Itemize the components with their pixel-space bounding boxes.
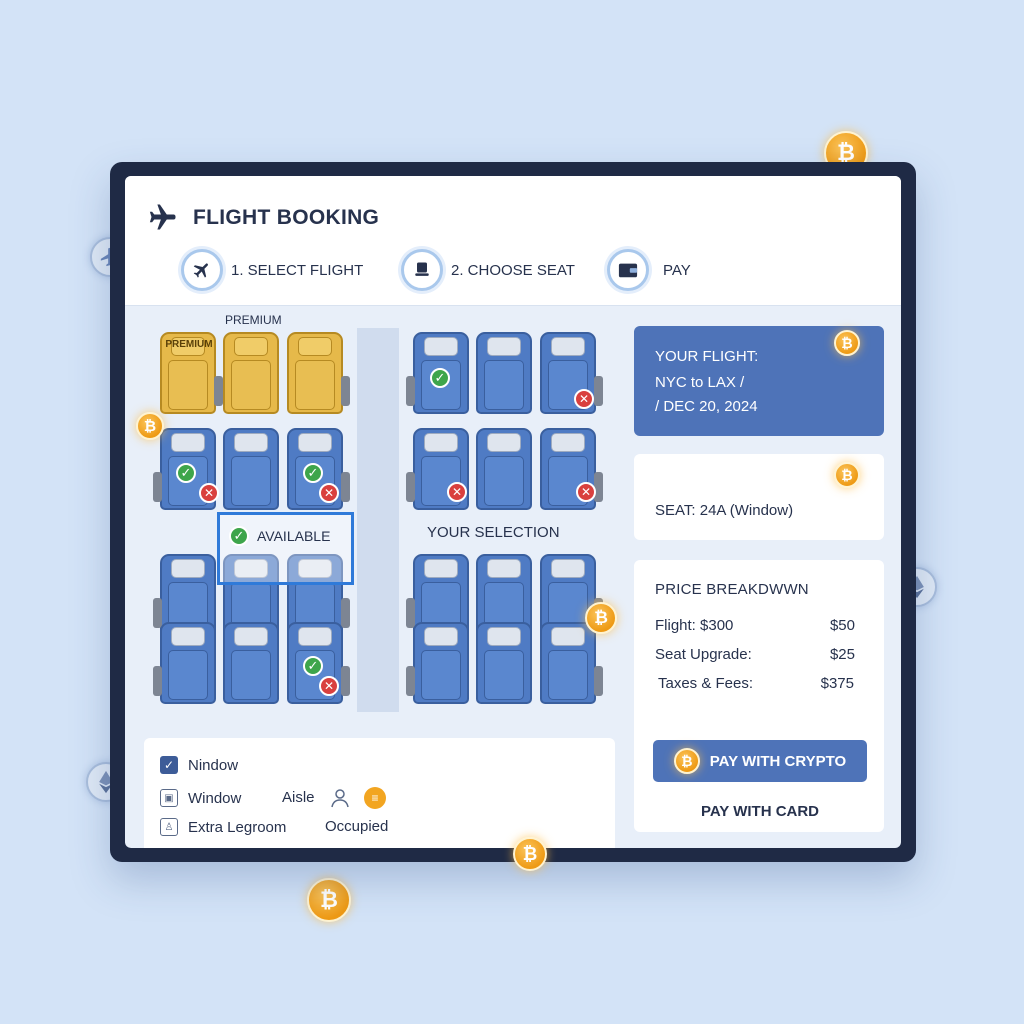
available-check-icon: ✓ (430, 368, 450, 388)
seat-selection-text: SEAT: 24A (Window) (655, 502, 794, 519)
price-heading: PRICE BREAKDWWN (655, 581, 809, 598)
legend-aisle: Aisle (282, 789, 315, 806)
price-row: Taxes & Fees: $375 (658, 675, 854, 692)
seat-premium[interactable] (287, 332, 350, 414)
flight-date: / DEC 20, 2024 (655, 398, 758, 415)
flight-heading: YOUR FLIGHT: (655, 348, 759, 365)
step-select-flight[interactable]: 1. SELECT FLIGHT (181, 248, 363, 292)
flight-route: NYC to LAX / (655, 374, 745, 391)
occupied-coin-icon: ≡ (364, 787, 386, 809)
available-check-icon: ✓ (176, 463, 196, 483)
step-pay[interactable]: PAY (607, 248, 691, 292)
seat[interactable] (476, 332, 532, 414)
seat[interactable] (287, 428, 350, 510)
legend-extra-legroom: ♙ Extra Legroom (160, 818, 286, 836)
available-check-icon: ✓ (303, 463, 323, 483)
seat[interactable] (540, 622, 603, 704)
available-seat-highlight (217, 512, 354, 585)
bitcoin-coin-icon: ₿ (834, 330, 860, 356)
seat-icon (401, 249, 443, 291)
bitcoin-coin-icon: ₿ (673, 748, 700, 774)
pay-with-card-button[interactable]: PAY WITH CARD (653, 796, 867, 826)
plane-icon (181, 249, 223, 291)
header-bar: FLIGHT BOOKING 1. SELECT FLIGHT 2. CHOOS… (125, 176, 901, 306)
seat-summary-card: SEAT: 24A (Window) ₿ (634, 454, 884, 540)
available-check-icon: ✓ (303, 656, 323, 676)
available-label: ✓ AVAILABLE (229, 526, 330, 546)
step-label: 1. SELECT FLIGHT (231, 261, 364, 279)
aisle (357, 328, 399, 712)
seat[interactable] (540, 332, 603, 414)
step-choose-seat[interactable]: 2. CHOOSE SEAT (401, 248, 575, 292)
price-breakdown-card: PRICE BREAKDWWN Flight: $300 $50 Seat Upg… (634, 560, 884, 832)
your-selection-label: YOUR SELECTION (427, 524, 560, 541)
legend-window-filter[interactable]: ✓ Nindow (160, 756, 238, 774)
bitcoin-coin-icon: ₿ (136, 412, 164, 440)
occupied-x-icon: ✕ (319, 676, 339, 696)
seat[interactable] (223, 428, 279, 510)
seat[interactable] (223, 622, 279, 704)
legend-window: ▣ Window (160, 789, 241, 807)
checkbox-checked-icon[interactable]: ✓ (160, 756, 178, 774)
legroom-icon: ♙ (160, 818, 178, 836)
occupied-x-icon: ✕ (319, 483, 339, 503)
premium-section-label: PREMIUM (225, 313, 282, 327)
wallet-icon (607, 249, 649, 291)
seat[interactable] (153, 622, 216, 704)
window-seat-icon: ▣ (160, 789, 178, 807)
price-row: Seat Upgrade: $25 (655, 646, 855, 663)
pay-with-crypto-button[interactable]: ₿ PAY WITH CRYPTO (653, 740, 867, 782)
person-icon (331, 789, 349, 808)
seat[interactable] (406, 622, 469, 704)
seat[interactable] (476, 622, 532, 704)
bitcoin-coin-icon: ₿ (585, 602, 617, 634)
occupied-x-icon: ✕ (199, 483, 219, 503)
occupied-x-icon: ✕ (574, 389, 594, 409)
step-label: 2. CHOOSE SEAT (451, 261, 575, 279)
legend-occupied: Occupied (325, 818, 389, 835)
seat-legend: ✓ Nindow ▣ Window Aisle ≡ ♙ Extra Legroo… (144, 738, 615, 848)
seat[interactable] (476, 428, 532, 510)
flight-summary-card: YOUR FLIGHT: NYC to LAX / / DEC 20, 2024… (634, 326, 884, 436)
legend-occupied-icons: ≡ (330, 787, 386, 809)
occupied-x-icon: ✕ (576, 482, 596, 502)
booking-screen: FLIGHT BOOKING 1. SELECT FLIGHT 2. CHOOS… (125, 176, 901, 848)
bitcoin-coin-icon: ₿ (834, 462, 860, 488)
seat-premium[interactable] (223, 332, 279, 414)
premium-seat-label: PREMIUM (165, 339, 213, 350)
seat-premium[interactable]: PREMIUM (160, 332, 223, 414)
step-label: PAY (663, 261, 691, 279)
price-row: Flight: $300 $50 (655, 617, 855, 634)
bitcoin-coin-icon: ₿ (307, 878, 351, 922)
bitcoin-coin-icon: ₿ (513, 837, 547, 871)
plane-icon (145, 202, 181, 237)
check-circle-icon: ✓ (229, 526, 249, 546)
app-title: FLIGHT BOOKING (193, 206, 380, 229)
occupied-x-icon: ✕ (447, 482, 467, 502)
